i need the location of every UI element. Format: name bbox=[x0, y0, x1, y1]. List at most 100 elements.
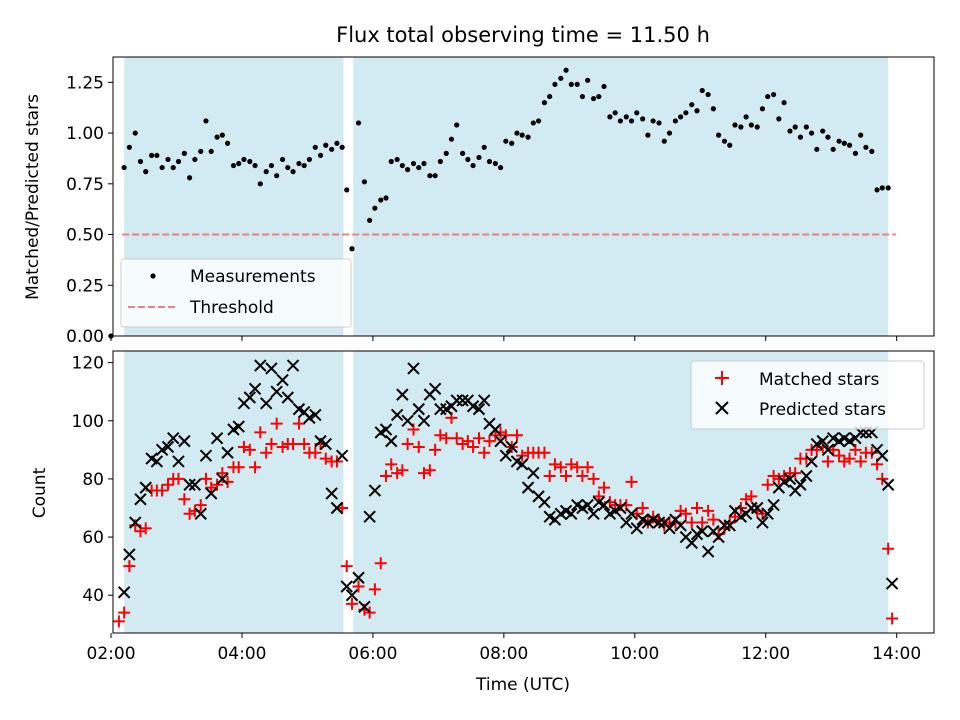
measurement-point bbox=[323, 142, 329, 148]
measurement-point bbox=[852, 150, 859, 156]
measurement-point bbox=[247, 158, 253, 165]
measurement-point bbox=[623, 114, 629, 120]
measurement-point bbox=[454, 122, 460, 128]
measurement-point bbox=[126, 144, 132, 150]
matched-star-point bbox=[391, 467, 404, 480]
predicted-star-point bbox=[472, 402, 486, 416]
matched-star-point bbox=[494, 426, 507, 439]
measurement-point bbox=[175, 158, 182, 165]
predicted-star-point bbox=[761, 507, 774, 521]
matched-star-point bbox=[287, 438, 300, 451]
predicted-star-point bbox=[597, 498, 611, 512]
predicted-star-point bbox=[167, 432, 180, 445]
predicted-star-point bbox=[194, 507, 207, 521]
measurement-point bbox=[410, 160, 417, 167]
predicted-star-points bbox=[117, 359, 899, 614]
measurement-point bbox=[448, 136, 455, 142]
predicted-star-point bbox=[363, 510, 376, 523]
matched-star-point bbox=[587, 472, 600, 485]
predicted-star-point bbox=[652, 516, 666, 529]
measurement-point bbox=[858, 132, 864, 138]
measurement-point bbox=[787, 128, 793, 134]
predicted-star-point bbox=[340, 580, 353, 593]
predicted-star-point bbox=[478, 394, 491, 407]
predicted-star-point bbox=[494, 434, 507, 448]
measurement-point bbox=[514, 130, 520, 136]
predicted-star-point bbox=[767, 498, 780, 512]
measurement-point bbox=[874, 187, 880, 193]
measurement-point bbox=[585, 77, 591, 83]
matched-star-point bbox=[139, 522, 152, 535]
measurement-point bbox=[535, 118, 542, 124]
predicted-star-point bbox=[565, 507, 578, 521]
legend-predicted-marker bbox=[715, 401, 729, 415]
predicted-star-point bbox=[303, 411, 316, 425]
predicted-star-point bbox=[805, 455, 818, 468]
measurement-point bbox=[683, 110, 689, 116]
matched-star-point bbox=[854, 455, 867, 468]
measurement-point bbox=[863, 144, 869, 150]
x-tick-label: 12:00 bbox=[741, 644, 790, 664]
matched-star-point bbox=[172, 472, 185, 485]
observing-span-2 bbox=[353, 57, 889, 336]
matched-star-point bbox=[800, 452, 813, 465]
predicted-star-point bbox=[783, 472, 797, 486]
matched-star-point bbox=[489, 429, 502, 442]
measurement-point bbox=[846, 142, 853, 148]
measurement-point bbox=[170, 164, 176, 171]
matched-star-point bbox=[254, 426, 267, 439]
matched-star-point bbox=[510, 429, 523, 442]
measurement-point bbox=[689, 102, 695, 108]
measurement-point bbox=[792, 124, 798, 130]
measurement-point bbox=[208, 148, 214, 154]
matched-star-point bbox=[679, 507, 692, 520]
predicted-star-point bbox=[816, 434, 829, 448]
measurement-point bbox=[579, 93, 586, 100]
matched-star-point bbox=[429, 443, 442, 456]
predicted-star-point bbox=[259, 397, 273, 410]
measurement-point bbox=[705, 91, 711, 98]
predicted-star-point bbox=[270, 385, 283, 398]
predicted-star-point bbox=[466, 400, 480, 413]
matched-star-point bbox=[161, 478, 174, 491]
predicted-star-point bbox=[515, 458, 529, 471]
predicted-star-point bbox=[199, 449, 213, 462]
matched-star-point bbox=[385, 458, 398, 471]
measurement-point bbox=[349, 246, 355, 252]
matched-star-point bbox=[440, 432, 453, 445]
matched-star-point bbox=[205, 481, 218, 494]
matched-star-point bbox=[396, 464, 409, 477]
measurement-point bbox=[797, 134, 804, 140]
matched-star-point bbox=[571, 461, 584, 474]
predicted-star-point bbox=[254, 359, 267, 372]
measurement-point bbox=[759, 106, 766, 112]
predicted-star-point bbox=[281, 391, 295, 404]
measurement-point bbox=[574, 81, 580, 87]
measurement-point bbox=[121, 164, 127, 171]
measurement-point bbox=[301, 162, 307, 169]
top-observing-spans bbox=[124, 57, 889, 336]
matched-star-point bbox=[319, 452, 332, 465]
measurement-point bbox=[530, 120, 536, 126]
measurement-point bbox=[224, 140, 231, 146]
measurement-point bbox=[236, 160, 242, 167]
measurement-point bbox=[678, 114, 684, 120]
predicted-star-point bbox=[685, 536, 698, 550]
predicted-star-point bbox=[826, 432, 840, 445]
matched-star-point bbox=[461, 435, 474, 448]
legend-predicted-label: Predicted stars bbox=[759, 400, 886, 420]
measurement-point bbox=[219, 132, 225, 138]
matched-star-point bbox=[380, 470, 393, 483]
predicted-star-point bbox=[674, 519, 687, 532]
matched-star-point bbox=[345, 597, 358, 610]
matched-star-point bbox=[833, 449, 846, 462]
legend-measurements-label: Measurements bbox=[190, 267, 316, 287]
predicted-star-point bbox=[204, 487, 218, 500]
matched-star-point bbox=[309, 446, 322, 459]
measurement-point bbox=[590, 95, 597, 102]
measurement-point bbox=[634, 110, 640, 116]
measurement-point bbox=[836, 138, 842, 144]
measurement-point bbox=[405, 167, 411, 173]
matched-star-point bbox=[270, 417, 283, 430]
